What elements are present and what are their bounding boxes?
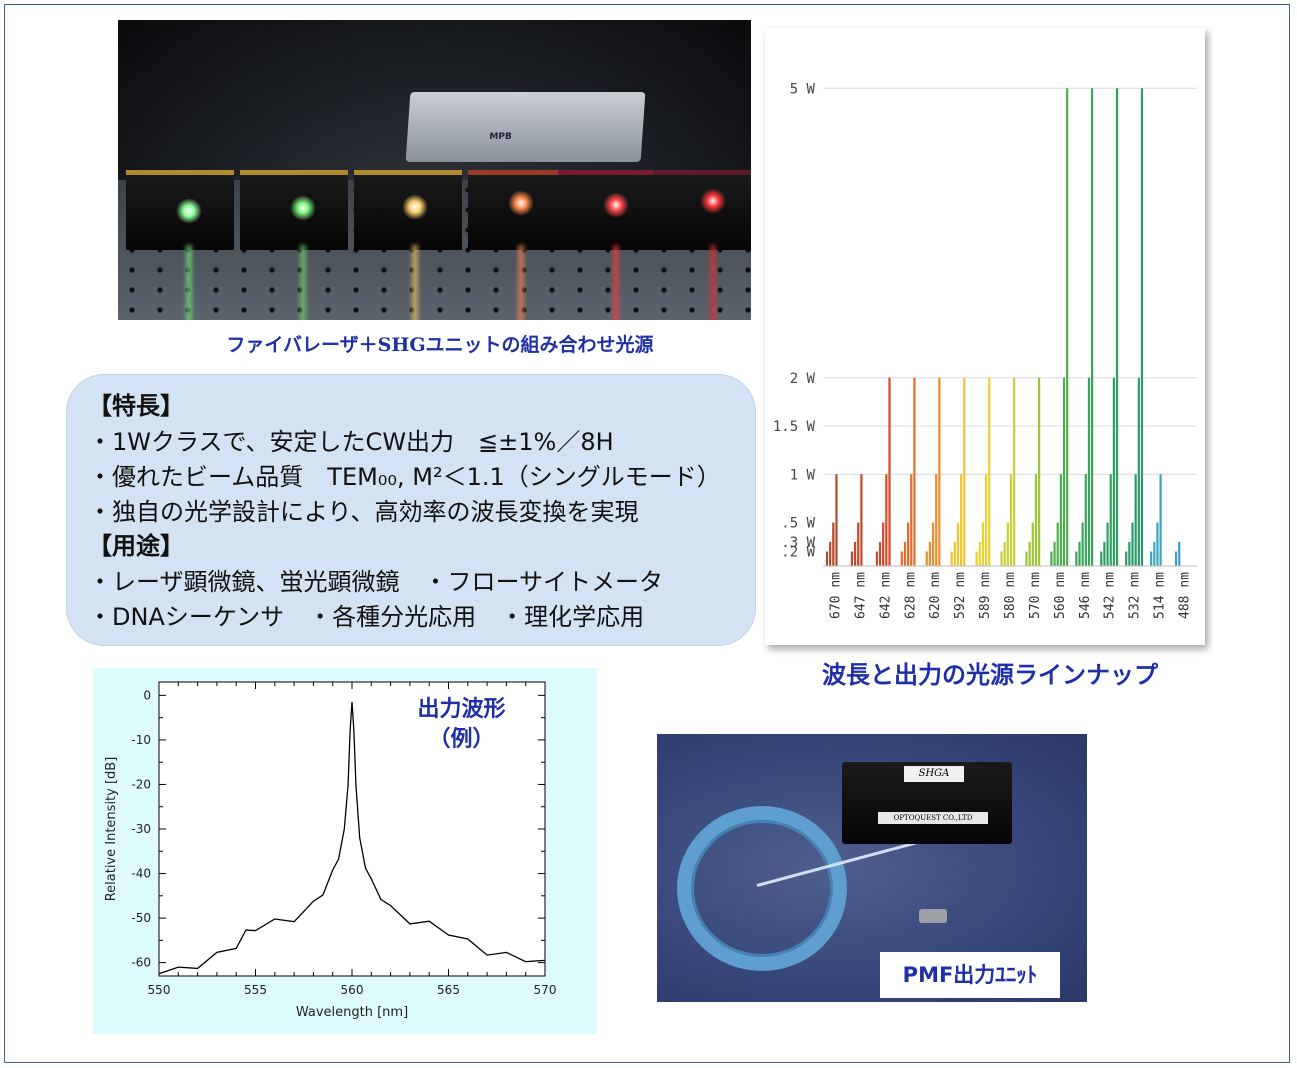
lineup-caption: 波長と出力の光源ラインナップ [822, 661, 1158, 689]
x-tick-label: 620 nm [928, 572, 943, 619]
x-tick-label: 560 nm [1053, 572, 1068, 619]
laser-system-photo: MPB [118, 20, 751, 320]
x-tick-label: 647 nm [853, 572, 868, 619]
spectrum-line [158, 701, 546, 975]
y-tick-label: 0 [143, 688, 151, 702]
reflection [300, 245, 306, 320]
spectrum-title: 出力波形 （例） [389, 689, 534, 765]
features-heading: 【特長】 [88, 392, 184, 420]
x-tick-label: 560 [341, 983, 364, 997]
x-tick-label: 580 nm [1003, 572, 1018, 619]
x-axis-label: Wavelength [nm] [296, 1005, 408, 1020]
laser-spot-red [603, 192, 629, 218]
fiber-coil [677, 806, 847, 971]
y-tick-label: 1.5 W [773, 419, 816, 435]
x-tick-label: 570 nm [1028, 572, 1043, 619]
maker-label: OPTOQUEST CO.,LTD [878, 812, 988, 824]
x-tick-label: 670 nm [828, 572, 843, 619]
x-tick-label: 546 nm [1078, 572, 1093, 619]
x-tick-label: 514 nm [1153, 572, 1168, 619]
y-tick-label: 1 W [790, 467, 816, 483]
use-item: ・レーザ顕微鏡、蛍光顕微鏡 ・フローサイトメータ [88, 568, 664, 596]
reflection [412, 245, 418, 320]
reflection [710, 245, 716, 320]
y-tick-label: 5 W [790, 81, 816, 97]
feature-item: ・1Wクラスで、安定したCW出力 ≦±1%／8H [88, 428, 614, 456]
x-tick-label: 565 [437, 983, 460, 997]
y-tick-label: -10 [131, 733, 151, 747]
y-tick-label: -40 [131, 867, 151, 881]
x-tick-label: 642 nm [878, 572, 893, 619]
lineup-bar-chart: 5 W 2 W 1.5 W 1 W .5 W .3 W.2 W 670 nm 647 nm 64… [773, 81, 1197, 619]
reflection [613, 245, 619, 320]
laser-spot-red [700, 188, 726, 214]
feature-item: ・優れたビーム品質 TEM₀₀, M²＜1.1（シングルモード） [88, 463, 721, 491]
spectrum-title-line1: 出力波形 [417, 697, 506, 722]
reflection [518, 245, 524, 320]
pmf-caption: PMF出力ﾕﾆｯﾄ [880, 952, 1060, 998]
laser-spot-green [176, 198, 202, 224]
x-tick-label: 550 [148, 983, 171, 997]
controller-label: MPB [488, 132, 513, 142]
laser-spot-green [290, 195, 316, 221]
laser-spot-orange [508, 190, 534, 216]
y-tick-label: .5 W [781, 516, 815, 532]
x-tick-label: 628 nm [903, 572, 918, 619]
shg-module [653, 170, 751, 250]
y-axis-label: Relative Intensity [dB] [104, 757, 119, 902]
reflection [186, 245, 192, 320]
lineup-chart-panel: 5 W 2 W 1.5 W 1 W .5 W .3 W .2 W 670 nm 647 nm 64… [765, 28, 1205, 645]
x-tick-label: 555 [244, 983, 267, 997]
unit-label: SHGA [904, 766, 964, 782]
x-tick-label: 589 nm [978, 572, 993, 619]
x-tick-label: 532 nm [1128, 572, 1143, 619]
use-item: ・DNAシーケンサ ・各種分光応用 ・理化学応用 [88, 603, 645, 631]
uses-heading: 【用途】 [88, 532, 184, 560]
x-tick-label: 542 nm [1103, 572, 1118, 619]
x-tick-label: 592 nm [953, 572, 968, 619]
y-tick-label: .3 W [781, 535, 815, 551]
x-tick-label: 570 [534, 983, 557, 997]
fiber-connector [919, 909, 947, 923]
feature-item: ・独自の光学設計により、高効率の波長変換を実現 [88, 498, 639, 526]
y-tick-label: -60 [131, 956, 151, 970]
y-tick-label: -50 [131, 911, 151, 925]
y-tick-label: 2 W [790, 371, 816, 387]
y-tick-label: -20 [131, 777, 151, 791]
controller-unit: MPB [405, 92, 646, 162]
x-tick-label: 488 nm [1178, 572, 1193, 619]
y-tick-label: -30 [131, 822, 151, 836]
page-frame [4, 4, 1290, 1063]
features-panel: 【特長】 ・1Wクラスで、安定したCW出力 ≦±1%／8H ・優れたビーム品質 … [66, 374, 756, 646]
laser-photo-caption: ファイバレーザ＋SHGユニットの組み合わせ光源 [226, 334, 654, 356]
spectrum-title-line2: （例） [428, 727, 495, 752]
laser-spot-yellow [402, 194, 428, 220]
y-tick-label: .2 W [781, 545, 815, 561]
shg-unit-box: SHGA OPTOQUEST CO.,LTD [842, 762, 1012, 844]
